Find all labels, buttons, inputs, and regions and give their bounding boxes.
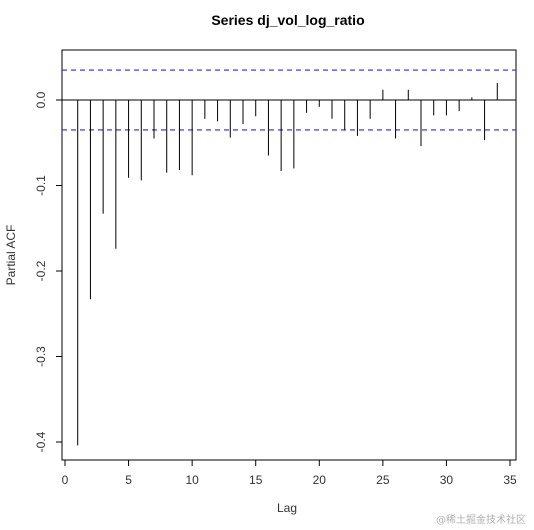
y-tick-label: -0.3	[34, 346, 48, 367]
x-tick-label: 10	[185, 473, 199, 487]
x-tick-label: 25	[376, 473, 390, 487]
y-axis-label: Partial ACF	[4, 225, 18, 286]
x-tick-label: 5	[125, 473, 132, 487]
watermark: @稀土掘金技术社区	[436, 515, 526, 526]
y-tick-label: -0.1	[34, 175, 48, 196]
x-tick-label: 15	[249, 473, 263, 487]
chart-title: Series dj_vol_log_ratio	[211, 12, 364, 28]
x-tick-label: 0	[62, 473, 69, 487]
x-tick-label: 30	[440, 473, 454, 487]
y-axis: -0.4 -0.3 -0.2 -0.1 0.0	[34, 91, 62, 452]
plot-frame	[61, 49, 517, 461]
x-axis: 0 5 10 15 20 25 30 35	[62, 460, 517, 487]
x-axis-label: Lag	[277, 501, 297, 515]
pacf-bars	[77, 82, 498, 446]
y-tick-label: 0.0	[34, 91, 48, 108]
x-tick-label: 35	[503, 473, 517, 487]
x-tick-label: 20	[313, 473, 327, 487]
confidence-bounds	[62, 69, 516, 131]
y-tick-label: -0.4	[34, 431, 48, 452]
y-tick-label: -0.2	[34, 260, 48, 281]
